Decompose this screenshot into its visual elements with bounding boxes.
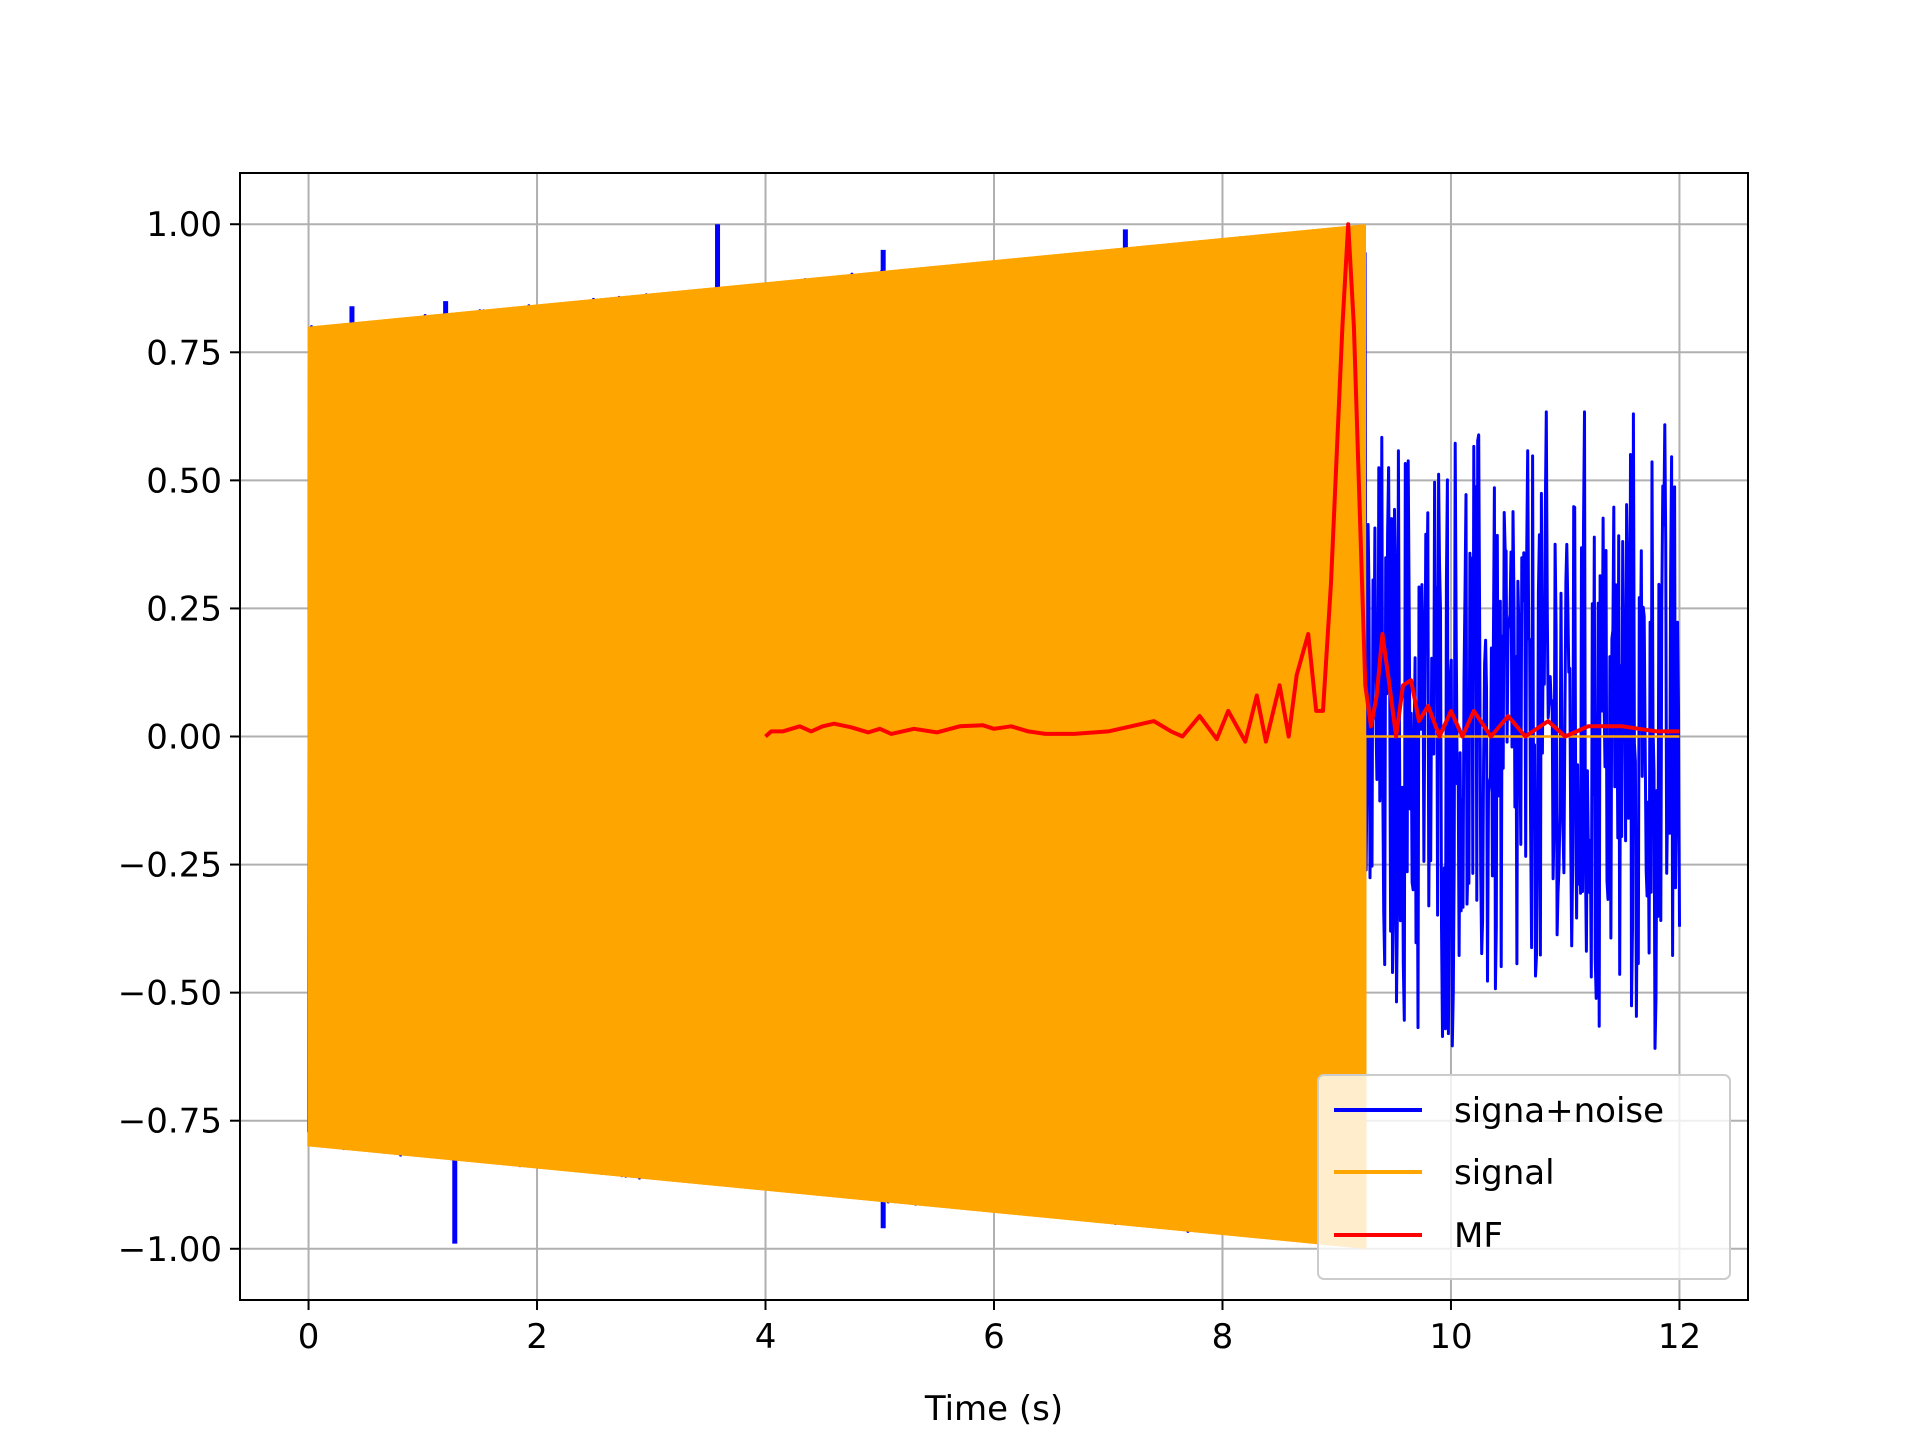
x-tick-label: 4 — [755, 1317, 777, 1357]
legend-label-mf: MF — [1454, 1216, 1503, 1256]
x-tick-label: 10 — [1429, 1317, 1472, 1357]
x-tick-label: 0 — [298, 1317, 320, 1357]
y-tick-label: 0.00 — [146, 718, 222, 758]
x-tick-label: 6 — [983, 1317, 1005, 1357]
legend: signa+noise signal MF — [1317, 1074, 1731, 1280]
y-tick-label: 0.25 — [146, 589, 222, 629]
legend-label-signa-noise: signa+noise — [1454, 1091, 1664, 1131]
y-axis-ticks: 1.00 0.75 0.50 0.25 0.00 −0.25 −0.50 −0.75 −1.00 — [118, 205, 240, 1270]
series-signal-envelope — [308, 224, 1366, 1249]
y-tick-label: −1.00 — [118, 1230, 222, 1270]
legend-label-signal: signal — [1454, 1153, 1555, 1193]
y-tick-label: −0.75 — [118, 1102, 222, 1142]
x-axis-label: Time (s) — [924, 1389, 1063, 1429]
y-tick-label: −0.25 — [118, 846, 222, 886]
legend-box — [1317, 1074, 1731, 1280]
y-tick-label: −0.50 — [118, 974, 222, 1014]
x-tick-label: 12 — [1658, 1317, 1701, 1357]
x-tick-label: 8 — [1212, 1317, 1234, 1357]
series-layer — [307, 222, 1681, 1249]
x-tick-label: 2 — [526, 1317, 548, 1357]
x-axis-ticks: 0 2 4 6 8 10 12 — [298, 1300, 1701, 1357]
y-tick-label: 0.50 — [146, 461, 222, 501]
series-mf-line — [764, 222, 1680, 744]
y-tick-label: 0.75 — [146, 333, 222, 373]
y-tick-label: 1.00 — [146, 205, 222, 245]
